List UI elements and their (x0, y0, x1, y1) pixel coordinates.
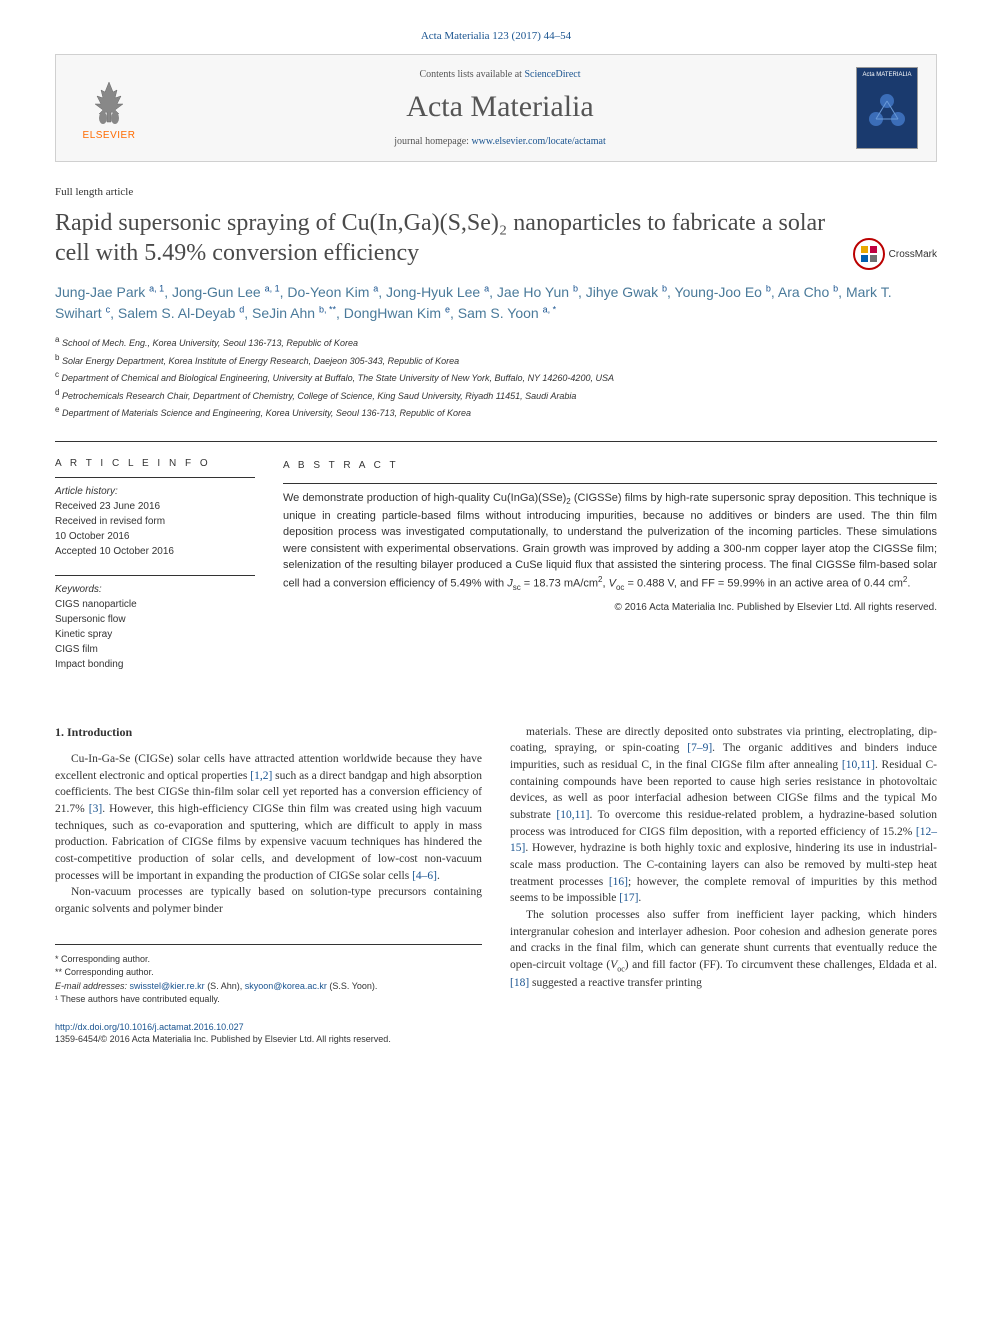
article-info-column: A R T I C L E I N F O Article history: R… (55, 458, 255, 688)
correspondence-footer: * Corresponding author. ** Corresponding… (55, 944, 482, 1007)
authors: Jung-Jae Park a, 1, Jong-Gun Lee a, 1, D… (55, 282, 937, 324)
keyword: CIGS nanoparticle (55, 599, 137, 610)
abstract-text: We demonstrate production of high-qualit… (283, 483, 937, 594)
intro-p4: The solution processes also suffer from … (510, 907, 937, 992)
abstract-column: A B S T R A C T We demonstrate productio… (283, 458, 937, 688)
doi-footer: http://dx.doi.org/10.1016/j.actamat.2016… (55, 1021, 937, 1046)
journal-cover-thumb[interactable]: Acta MATERIALIA (856, 67, 918, 149)
keyword: Supersonic flow (55, 614, 126, 625)
body-columns: 1. Introduction Cu-In-Ga-Se (CIGSe) sola… (55, 724, 937, 1007)
corr-emails: E-mail addresses: swisstel@kier.re.kr (S… (55, 980, 482, 994)
history-label: Article history: (55, 486, 118, 497)
intro-p2: Non-vacuum processes are typically based… (55, 884, 482, 917)
header-box: ELSEVIER Contents lists available at Sci… (55, 54, 937, 162)
email-label: E-mail addresses: (55, 981, 130, 991)
corr-author-2: ** Corresponding author. (55, 966, 482, 980)
email-who-2: (S.S. Yoon). (327, 981, 378, 991)
crossmark-label: CrossMark (889, 249, 937, 260)
keyword: Impact bonding (55, 659, 123, 670)
left-column: 1. Introduction Cu-In-Ga-Se (CIGSe) sola… (55, 724, 482, 1007)
contents-line: Contents lists available at ScienceDirec… (144, 69, 856, 80)
keywords-block: Keywords: CIGS nanoparticle Supersonic f… (55, 575, 255, 672)
affiliations: a School of Mech. Eng., Korea University… (55, 334, 937, 421)
crossmark-badge[interactable]: CrossMark (853, 238, 937, 270)
journal-name: Acta Materialia (144, 90, 856, 124)
publisher-name: ELSEVIER (83, 130, 136, 141)
article-history-block: Article history: Received 23 June 2016 R… (55, 477, 255, 559)
history-line: Received 23 June 2016 (55, 501, 160, 512)
crossmark-icon (853, 238, 885, 270)
right-column: materials. These are directly deposited … (510, 724, 937, 1007)
journal-homepage: journal homepage: www.elsevier.com/locat… (144, 136, 856, 147)
keyword: Kinetic spray (55, 629, 112, 640)
homepage-link[interactable]: www.elsevier.com/locate/actamat (471, 136, 605, 147)
cover-graphic-icon (865, 78, 909, 144)
section-1-heading: 1. Introduction (55, 724, 482, 741)
history-line: Received in revised form (55, 516, 165, 527)
elsevier-tree-icon (83, 76, 135, 128)
issn-copyright: 1359-6454/© 2016 Acta Materialia Inc. Pu… (55, 1034, 391, 1044)
contents-prefix: Contents lists available at (419, 69, 524, 80)
article-info-heading: A R T I C L E I N F O (55, 458, 255, 469)
article-title: Rapid supersonic spraying of Cu(In,Ga)(S… (55, 208, 937, 268)
header-citation: Acta Materialia 123 (2017) 44–54 (55, 30, 937, 42)
history-line: Accepted 10 October 2016 (55, 546, 174, 557)
sciencedirect-link[interactable]: ScienceDirect (524, 69, 580, 80)
keyword: CIGS film (55, 644, 98, 655)
equal-contrib-note: ¹ These authors have contributed equally… (55, 993, 482, 1007)
elsevier-logo[interactable]: ELSEVIER (74, 76, 144, 141)
intro-p1: Cu-In-Ga-Se (CIGSe) solar cells have att… (55, 751, 482, 884)
history-line: 10 October 2016 (55, 531, 130, 542)
abstract-copyright: © 2016 Acta Materialia Inc. Published by… (283, 600, 937, 615)
corr-author-1: * Corresponding author. (55, 953, 482, 967)
intro-p3: materials. These are directly deposited … (510, 724, 937, 907)
email-link-2[interactable]: skyoon@korea.ac.kr (245, 981, 327, 991)
doi-link[interactable]: http://dx.doi.org/10.1016/j.actamat.2016… (55, 1022, 244, 1032)
keywords-label: Keywords: (55, 584, 102, 595)
abstract-heading: A B S T R A C T (283, 458, 937, 473)
article-type: Full length article (55, 186, 937, 198)
homepage-prefix: journal homepage: (394, 136, 471, 147)
email-link-1[interactable]: swisstel@kier.re.kr (130, 981, 205, 991)
header-center: Contents lists available at ScienceDirec… (144, 69, 856, 147)
info-abstract-row: A R T I C L E I N F O Article history: R… (55, 441, 937, 688)
email-who-1: (S. Ahn), (205, 981, 245, 991)
